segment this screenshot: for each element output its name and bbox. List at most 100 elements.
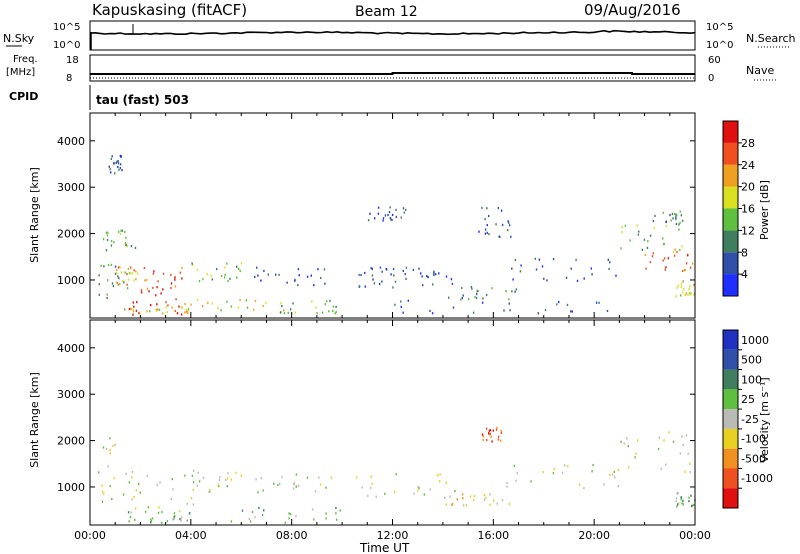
scatter-cell <box>245 299 247 302</box>
scatter-cell <box>693 283 695 286</box>
scatter-cell <box>281 476 283 479</box>
scatter-cell <box>184 474 186 477</box>
scatter-cell <box>98 274 100 277</box>
scatter-cell <box>481 301 484 304</box>
scatter-cell <box>175 298 177 301</box>
scatter-cell <box>316 312 318 315</box>
scatter-cell <box>162 288 164 291</box>
scatter-cell <box>110 157 112 160</box>
scatter-cell <box>241 509 244 512</box>
scatter-cell <box>187 310 189 313</box>
scatter-cell <box>133 305 135 308</box>
scatter-cell <box>461 493 464 496</box>
x-tick-label: 12:00 <box>377 529 409 542</box>
scatter-cell <box>146 287 149 290</box>
scatter-cell <box>173 512 176 515</box>
scatter-cell <box>125 236 127 239</box>
scatter-cell <box>126 272 128 276</box>
scatter-cell <box>98 293 100 296</box>
scatter-cell <box>507 229 509 232</box>
scatter-cell <box>669 214 671 217</box>
power-colorbar-cell <box>723 164 738 187</box>
scatter-cell <box>620 440 622 443</box>
scatter-cell <box>101 500 104 503</box>
scatter-cell <box>106 238 109 242</box>
scatter-cell <box>435 273 437 276</box>
scatter-cell <box>649 234 652 237</box>
scatter-cell <box>133 269 135 272</box>
scatter-cell <box>117 165 119 169</box>
scatter-cell <box>103 492 105 495</box>
scatter-cell <box>208 490 210 493</box>
scatter-cell <box>279 482 281 485</box>
scatter-cell <box>417 485 419 488</box>
scatter-cell <box>571 310 573 313</box>
scatter-cell <box>681 245 683 248</box>
scatter-cell <box>392 286 394 289</box>
scatter-cell <box>501 223 504 226</box>
scatter-cell <box>691 505 693 508</box>
scatter-cell <box>635 452 637 455</box>
nsky-panel: N.Sky 10^5 10^0 10^5 10^0 N.Search <box>3 20 796 51</box>
scatter-cell <box>643 238 646 241</box>
scatter-cell <box>107 465 109 468</box>
velocity-panel: 1000 2000 3000 4000 00:00 04:00 08:00 12:00 16:0… <box>28 319 711 554</box>
scatter-cell <box>181 306 183 309</box>
scatter-cell <box>135 507 137 510</box>
scatter-cell <box>492 499 495 502</box>
scatter-cell <box>634 456 636 459</box>
scatter-cell <box>592 463 594 467</box>
scatter-cell <box>112 444 114 447</box>
scatter-cell <box>134 518 136 521</box>
scatter-cell <box>131 498 133 501</box>
scatter-cell <box>682 499 684 502</box>
scatter-cell <box>132 313 134 316</box>
scatter-cell <box>692 262 694 265</box>
scatter-cell <box>689 471 691 474</box>
scatter-cell <box>483 494 486 497</box>
scatter-cell <box>407 299 409 302</box>
scatter-cell <box>202 305 204 308</box>
scatter-cell <box>431 312 434 315</box>
scatter-cell <box>676 505 678 508</box>
scatter-cell <box>664 268 666 271</box>
scatter-cell <box>335 310 337 314</box>
scatter-cell <box>239 269 241 273</box>
scatter-cell <box>358 273 360 276</box>
scatter-cell <box>187 308 190 311</box>
scatter-cell <box>334 312 336 315</box>
scatter-cell <box>515 479 517 482</box>
scatter-cell <box>654 214 656 217</box>
scatter-cell <box>391 219 393 222</box>
scatter-cell <box>393 274 395 277</box>
scatter-cell <box>109 485 111 488</box>
scatter-cell <box>438 272 440 275</box>
scatter-cell <box>481 206 483 209</box>
scatter-cell <box>313 284 315 287</box>
scatter-cell <box>135 278 137 281</box>
scatter-cell <box>181 277 183 280</box>
scatter-cell <box>678 223 680 226</box>
scatter-cell <box>535 268 538 271</box>
velocity-frame <box>89 319 696 526</box>
scatter-cell <box>191 474 194 477</box>
scatter-cell <box>680 496 682 499</box>
scatter-cell <box>516 472 518 475</box>
power-colorbar-cell <box>723 208 738 231</box>
scatter-cell <box>672 217 674 220</box>
scatter-cell <box>542 471 544 474</box>
scatter-cell <box>475 296 478 300</box>
power-scatter <box>98 154 696 316</box>
scatter-cell <box>226 262 228 265</box>
scatter-cell <box>591 273 593 276</box>
scatter-cell <box>235 471 237 474</box>
scatter-cell <box>418 487 420 490</box>
scatter-cell <box>404 273 406 276</box>
scatter-cell <box>665 225 668 228</box>
scatter-cell <box>486 439 488 442</box>
nsearch-tick-bottom: 10^0 <box>706 40 733 51</box>
scatter-cell <box>107 279 109 282</box>
scatter-cell <box>150 518 152 521</box>
scatter-cell <box>497 207 499 210</box>
y-tick-label: 3000 <box>57 181 85 194</box>
